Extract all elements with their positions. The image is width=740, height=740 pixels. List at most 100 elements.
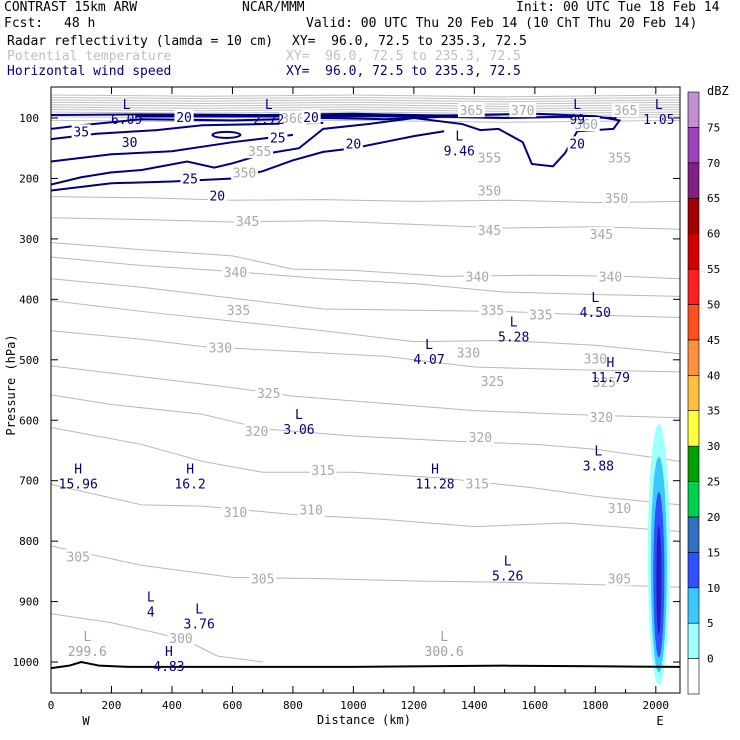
y-tick-label: 500 xyxy=(19,354,39,367)
theta-label: 330 xyxy=(457,347,480,362)
extremum-value: 2.72 xyxy=(253,113,284,128)
theta-label: 310 xyxy=(608,502,631,517)
extremum-value: 15.96 xyxy=(59,477,98,492)
extremum-value: 4.83 xyxy=(153,660,184,675)
colorbar-level-label: 55 xyxy=(707,263,720,276)
extremum-marker: L xyxy=(265,98,273,113)
theta-contour xyxy=(51,256,680,297)
fcst-label: Fcst: xyxy=(4,16,44,31)
theta-label: 340 xyxy=(466,270,489,285)
theta-label-bg xyxy=(606,571,633,586)
colorbar-level-label: 65 xyxy=(707,192,720,205)
theta-contour xyxy=(51,300,680,355)
colorbar-swatch xyxy=(687,481,700,518)
x-tick-label: 1200 xyxy=(401,699,428,712)
extremum-marker: H xyxy=(186,462,194,477)
wind-label: 25 xyxy=(270,131,286,146)
extremum-value: 99 xyxy=(569,113,585,128)
x-tick-label: 1000 xyxy=(340,699,367,712)
extremum-marker: L xyxy=(455,129,463,144)
colorbar-unit: dBZ xyxy=(707,84,729,98)
colorbar-level-label: 5 xyxy=(707,617,714,630)
extremum-value: 9.46 xyxy=(444,144,475,159)
colorbar-swatch xyxy=(687,658,700,695)
theta-contour xyxy=(51,109,680,112)
theta-label: 350 xyxy=(478,185,501,200)
colorbar-swatch xyxy=(687,304,700,341)
theta-label: 320 xyxy=(245,425,268,440)
wind-label-bg xyxy=(301,109,321,124)
colorbar-swatch xyxy=(687,552,700,589)
theta-contour xyxy=(51,111,680,115)
wind-label: 30 xyxy=(122,136,138,151)
extremum-marker: L xyxy=(504,554,512,569)
colorbar-level-label: 40 xyxy=(707,369,720,382)
wind-contour xyxy=(51,115,617,130)
theta-label-bg xyxy=(587,227,615,242)
extremum-value: 3.06 xyxy=(283,423,314,438)
extremum-marker: H xyxy=(607,356,615,371)
extremum-marker: L xyxy=(295,408,303,423)
extremum-value: 1.05 xyxy=(643,113,674,128)
wind-label-bg xyxy=(567,136,587,151)
theta-label: 345 xyxy=(478,224,501,239)
theta-label: 305 xyxy=(66,550,89,565)
wind-label-bg xyxy=(174,109,194,124)
theta-contour xyxy=(51,104,680,108)
theta-contour xyxy=(51,106,680,110)
colorbar-level-label: 15 xyxy=(707,546,720,559)
extremum-marker: L xyxy=(440,630,448,645)
theta-label: 320 xyxy=(590,411,613,426)
extremum-value: 5.28 xyxy=(498,331,529,346)
theta-label-bg xyxy=(463,269,491,284)
theta-contour xyxy=(51,217,680,230)
theta-label: 360 xyxy=(575,118,598,133)
extremum-marker: L xyxy=(425,338,433,353)
theta-label-bg xyxy=(527,307,555,322)
theta-label-bg xyxy=(463,476,491,491)
colorbar-swatch xyxy=(687,127,700,164)
theta-label: 305 xyxy=(608,573,631,588)
x-tick-label: 400 xyxy=(162,699,182,712)
x-tick-label: 1600 xyxy=(522,699,549,712)
theta-label-bg xyxy=(231,165,258,180)
extremum-marker: H xyxy=(74,462,82,477)
model-title: CONTRAST 15km ARW xyxy=(4,0,138,15)
extremum-marker: L xyxy=(147,591,155,606)
wind-label: 20 xyxy=(176,111,192,126)
wind-label-bg xyxy=(180,171,200,186)
theta-label: 330 xyxy=(584,353,607,368)
theta-label-bg xyxy=(279,111,307,125)
theta-label-bg xyxy=(309,462,337,477)
theta-label: 355 xyxy=(478,151,501,166)
x-tick-label: 600 xyxy=(223,699,243,712)
extremum-marker: H xyxy=(431,462,439,477)
x-axis-label: Distance (km) xyxy=(317,713,411,727)
extremum-marker: L xyxy=(123,98,131,113)
colorbar-swatch xyxy=(687,445,700,482)
theta-label-bg xyxy=(476,222,503,237)
wind-label-bg xyxy=(268,130,288,145)
x-tick-label: 1400 xyxy=(461,699,488,712)
theta-label-bg xyxy=(603,190,630,205)
theta-label: 365 xyxy=(614,104,637,119)
wind-label: 25 xyxy=(182,172,198,187)
extremum-value: 11.28 xyxy=(415,477,454,492)
theta-label-bg xyxy=(243,424,271,439)
extremum-value: 4 xyxy=(147,606,155,621)
colorbar: 0 5 10 15 20 25 30 35 40 45 50 55 60 65 70 75 xyxy=(687,91,720,695)
colorbar-swatch xyxy=(687,339,700,376)
valid-time: Valid: 00 UTC Thu 20 Feb 14 (10 ChT Thu … xyxy=(306,16,698,31)
plot-frame xyxy=(50,86,681,694)
theta-label-bg xyxy=(606,150,633,165)
theta-label: 335 xyxy=(529,308,552,323)
theta-contour xyxy=(51,427,680,506)
theta-label-bg xyxy=(587,410,615,425)
theta-label: 355 xyxy=(248,145,271,160)
wind-contour xyxy=(51,130,445,192)
theta-label: 340 xyxy=(224,266,247,281)
y-tick-label: 300 xyxy=(19,233,39,246)
wind-label-bg xyxy=(120,135,140,150)
axes: 0 200 400 600 800 1000 1200 1400 1600 1800 2000 100… xyxy=(13,87,680,712)
init-time: Init: 00 UTC Tue 18 Feb 14 xyxy=(516,0,720,15)
